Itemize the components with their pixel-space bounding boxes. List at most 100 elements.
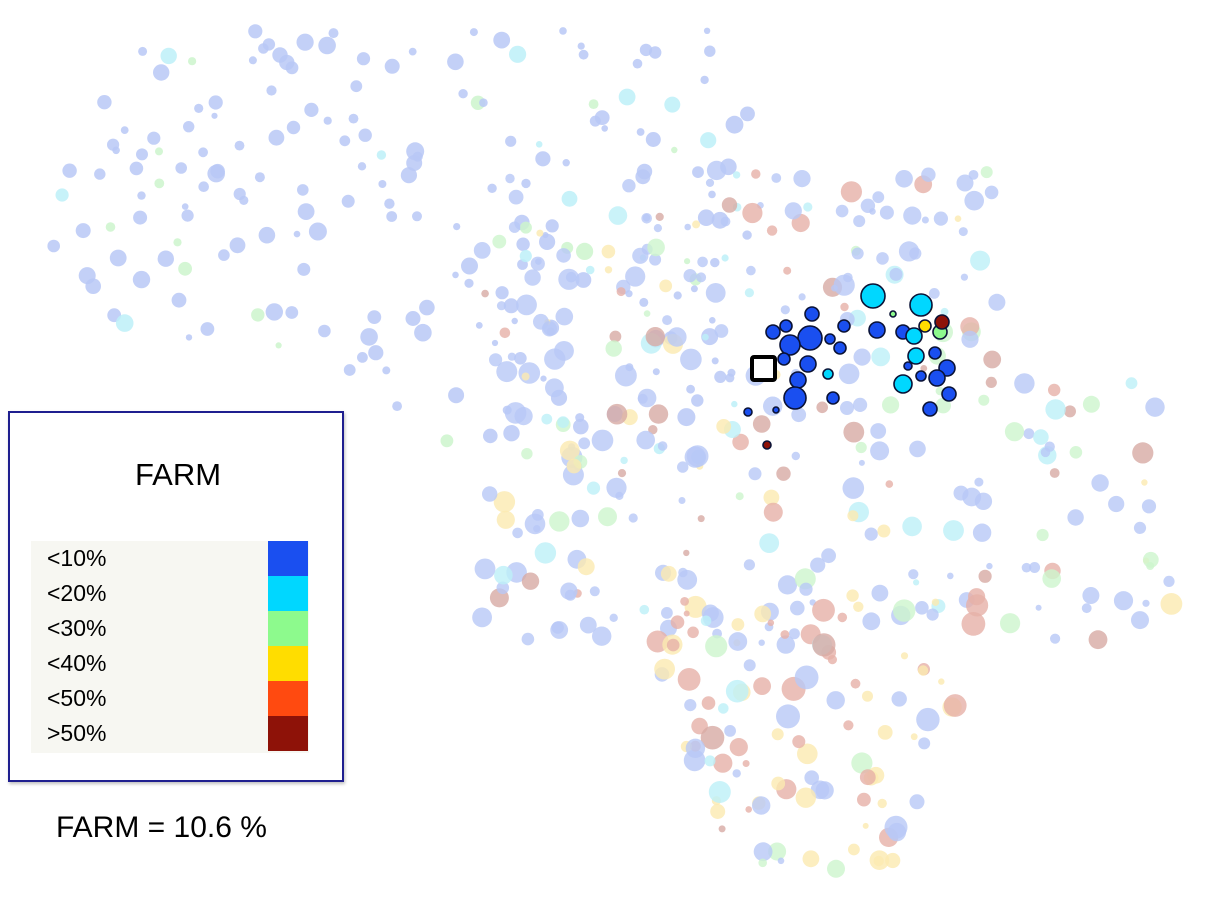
map-bubble (895, 170, 913, 188)
map-bubble (571, 509, 590, 528)
map-bubble (489, 353, 503, 367)
map-bubble (405, 311, 421, 326)
map-bubble (541, 413, 553, 425)
map-bubble (1064, 405, 1076, 418)
map-bubble (913, 579, 920, 586)
map-bubble (1145, 397, 1165, 417)
map-bubble (709, 317, 716, 324)
map-bubble (262, 38, 276, 51)
map-bubble (871, 347, 891, 367)
map-bubble (793, 170, 811, 188)
map-bubble (62, 163, 77, 178)
map-bubble (791, 451, 800, 461)
legend-title: FARM (134, 457, 222, 492)
map-bubble (495, 286, 509, 300)
map-bubble (909, 440, 926, 458)
map-bubble (704, 45, 716, 57)
map-bubble (519, 221, 532, 234)
map-bubble (412, 211, 422, 222)
map-bubble (870, 423, 887, 439)
map-bubble (777, 575, 798, 595)
map-bubble (673, 291, 682, 300)
map-bubble (683, 269, 697, 283)
map-bubble (562, 159, 570, 167)
map-bubble (684, 699, 697, 712)
map-bubble (384, 58, 400, 74)
map-bubble (1040, 447, 1051, 458)
selected-location-marker[interactable] (750, 355, 777, 382)
map-bubble (194, 103, 204, 113)
map-bubble (804, 306, 820, 322)
map-bubble (743, 407, 753, 417)
map-bubble (591, 429, 614, 452)
map-bubble (521, 632, 535, 646)
map-bubble (710, 257, 720, 268)
map-bubble (840, 401, 854, 415)
map-bubble (511, 317, 518, 325)
map-bubble (931, 598, 940, 606)
map-bubble (105, 222, 116, 232)
map-bubble (549, 511, 570, 532)
map-bubble (671, 146, 678, 154)
map-bubble (357, 352, 368, 363)
map-bubble (268, 129, 285, 146)
map-bubble (304, 102, 319, 117)
map-bubble (1069, 446, 1083, 459)
map-bubble (559, 27, 567, 35)
map-bubble (732, 171, 741, 179)
map-bubble (625, 266, 646, 287)
legend-swatch (268, 716, 308, 751)
map-bubble (577, 42, 585, 50)
map-bubble (792, 735, 806, 749)
map-bubble (94, 168, 106, 180)
map-bubble (491, 339, 499, 347)
map-bubble (893, 599, 916, 622)
map-bubble (357, 162, 367, 171)
map-bubble (248, 56, 257, 65)
map-bubble (521, 178, 531, 189)
map-bubble (840, 181, 863, 203)
map-bubble (728, 632, 748, 651)
map-bubble (988, 293, 1006, 311)
map-bubble (493, 31, 511, 49)
map-bubble (589, 115, 601, 127)
map-bubble (909, 293, 933, 317)
map-bubble (910, 733, 918, 741)
map-bubble (469, 28, 478, 37)
map-bubble (705, 178, 715, 187)
map-bubble (636, 128, 645, 136)
map-bubble (842, 477, 865, 499)
map-bubble (598, 507, 617, 527)
map-bubble (474, 558, 496, 580)
map-bubble (680, 348, 702, 371)
map-bubble (877, 798, 887, 809)
map-bubble (882, 396, 900, 414)
map-bubble (585, 265, 595, 275)
map-bubble (928, 369, 946, 387)
map-bubble (816, 401, 828, 414)
map-bubble (482, 486, 498, 502)
map-bubble (632, 247, 649, 264)
map-bubble (229, 237, 246, 254)
map-bubble (55, 188, 69, 202)
map-bubble (751, 169, 761, 179)
map-bubble (382, 366, 391, 375)
map-bubble (1133, 521, 1147, 535)
map-bubble (803, 202, 813, 212)
map-bubble (592, 626, 612, 646)
map-bubble (662, 315, 673, 326)
map-bubble (617, 469, 627, 478)
map-bubble (915, 370, 927, 382)
map-bubble (533, 313, 549, 330)
map-bubble (458, 89, 468, 99)
map-bubble (1029, 562, 1041, 573)
map-bubble (687, 626, 699, 639)
map-bubble (660, 565, 677, 582)
map-bubble (604, 266, 613, 274)
map-bubble (862, 690, 873, 702)
map-bubble (703, 27, 711, 34)
map-bubble (181, 203, 189, 210)
map-bubble (1131, 611, 1149, 630)
map-bubble (384, 198, 395, 209)
